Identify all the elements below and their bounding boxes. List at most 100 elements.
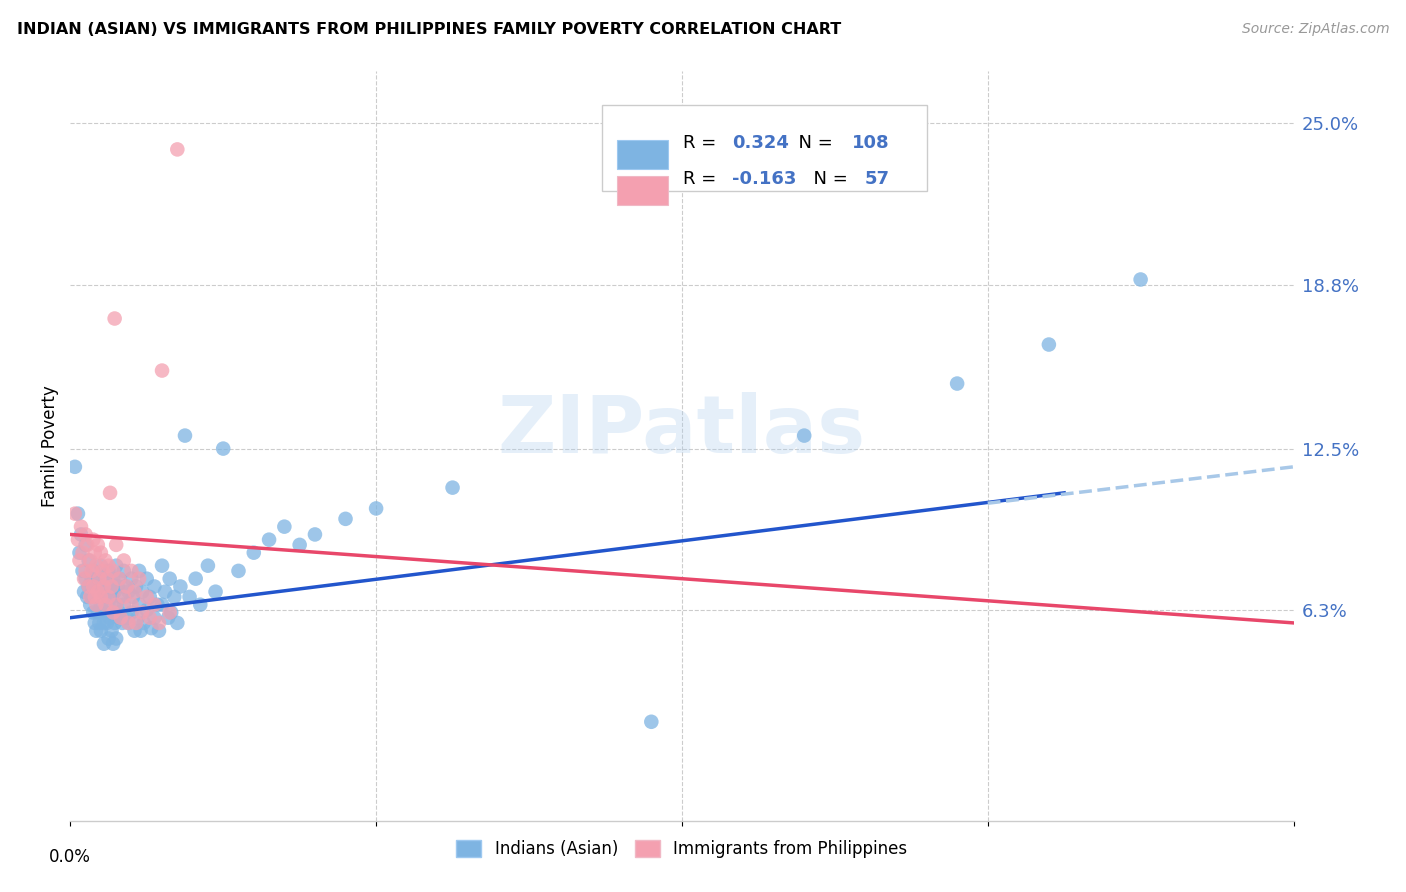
- FancyBboxPatch shape: [617, 140, 668, 169]
- Point: [114, 580, 136, 594]
- Point: [89, 584, 111, 599]
- Point: [946, 376, 969, 391]
- Point: [441, 481, 464, 495]
- Point: [105, 538, 128, 552]
- Text: 0.0%: 0.0%: [49, 847, 91, 865]
- Legend: Indians (Asian), Immigrants from Philippines: Indians (Asian), Immigrants from Philipp…: [450, 833, 914, 864]
- Text: Source: ZipAtlas.com: Source: ZipAtlas.com: [1241, 22, 1389, 37]
- Point: [104, 311, 127, 326]
- Point: [77, 553, 100, 567]
- Point: [75, 564, 97, 578]
- Point: [179, 590, 201, 604]
- Point: [110, 611, 132, 625]
- Point: [150, 363, 173, 377]
- Point: [131, 606, 153, 620]
- Text: R =: R =: [683, 134, 723, 152]
- Point: [112, 564, 135, 578]
- Point: [174, 428, 197, 442]
- Point: [1129, 272, 1152, 286]
- Point: [89, 615, 111, 630]
- Point: [108, 572, 131, 586]
- Point: [84, 624, 107, 638]
- Point: [273, 519, 295, 533]
- Point: [76, 590, 98, 604]
- Point: [104, 615, 127, 630]
- Point: [304, 527, 326, 541]
- Point: [105, 558, 128, 573]
- Point: [94, 553, 117, 567]
- Point: [66, 533, 89, 547]
- Point: [93, 580, 115, 594]
- Point: [70, 519, 93, 533]
- Point: [108, 606, 131, 620]
- Point: [79, 598, 101, 612]
- Point: [72, 564, 94, 578]
- Point: [96, 584, 118, 599]
- Point: [148, 615, 170, 630]
- Point: [94, 606, 117, 620]
- Point: [82, 580, 104, 594]
- Point: [93, 637, 115, 651]
- Point: [75, 572, 97, 586]
- Text: -0.163: -0.163: [733, 169, 796, 187]
- Point: [105, 598, 128, 612]
- Point: [101, 564, 124, 578]
- Point: [108, 572, 131, 586]
- Point: [93, 615, 115, 630]
- Point: [640, 714, 662, 729]
- Point: [84, 558, 107, 573]
- Point: [128, 598, 150, 612]
- Point: [112, 590, 135, 604]
- Text: 57: 57: [865, 169, 889, 187]
- Point: [90, 558, 112, 573]
- Point: [1038, 337, 1060, 351]
- Text: ZIPatlas: ZIPatlas: [498, 392, 866, 470]
- Point: [77, 580, 100, 594]
- Point: [70, 527, 93, 541]
- Point: [143, 598, 166, 612]
- Point: [76, 538, 98, 552]
- Point: [97, 632, 120, 646]
- Point: [107, 611, 129, 625]
- Point: [89, 572, 111, 586]
- Y-axis label: Family Poverty: Family Poverty: [41, 385, 59, 507]
- Point: [146, 598, 169, 612]
- Point: [69, 546, 91, 560]
- Point: [80, 564, 103, 578]
- Point: [75, 538, 97, 552]
- Point: [90, 590, 112, 604]
- FancyBboxPatch shape: [617, 177, 668, 205]
- Point: [129, 624, 152, 638]
- Point: [63, 507, 86, 521]
- Point: [150, 598, 173, 612]
- Point: [98, 580, 121, 594]
- Point: [80, 590, 103, 604]
- Point: [228, 564, 250, 578]
- Point: [83, 580, 105, 594]
- Point: [125, 580, 148, 594]
- Point: [87, 584, 110, 599]
- Point: [90, 624, 112, 638]
- Point: [166, 143, 188, 157]
- Point: [91, 580, 114, 594]
- Point: [77, 580, 100, 594]
- Point: [73, 584, 96, 599]
- Point: [82, 606, 104, 620]
- Point: [117, 615, 139, 630]
- Point: [97, 564, 120, 578]
- Point: [335, 512, 357, 526]
- Point: [166, 615, 188, 630]
- Point: [112, 553, 135, 567]
- Point: [79, 590, 101, 604]
- Point: [100, 624, 122, 638]
- Point: [87, 572, 110, 586]
- Point: [79, 553, 101, 567]
- Point: [75, 527, 97, 541]
- Point: [97, 558, 120, 573]
- Point: [169, 580, 191, 594]
- Point: [66, 507, 89, 521]
- Point: [96, 615, 118, 630]
- Point: [131, 584, 153, 599]
- Point: [110, 590, 132, 604]
- Point: [117, 584, 139, 599]
